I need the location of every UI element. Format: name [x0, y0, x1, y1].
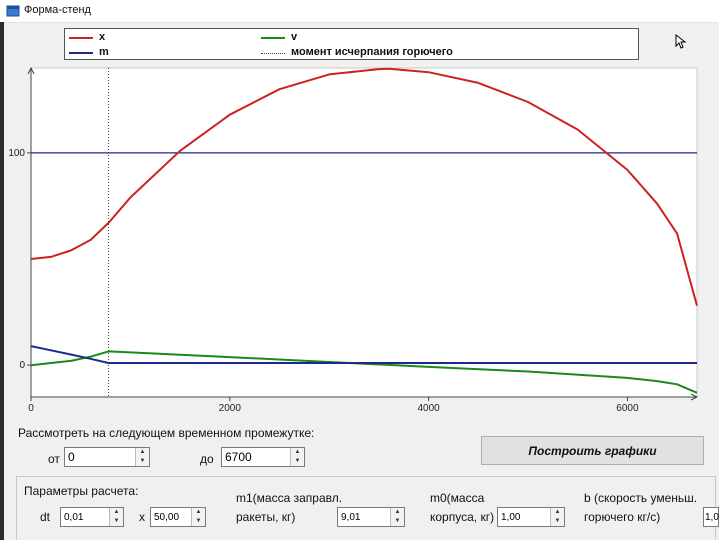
- from-down-arrow-icon[interactable]: ▼: [136, 457, 149, 466]
- m0-label-line2: корпуса, кг): [430, 510, 495, 524]
- x-tick-label: 2000: [219, 403, 242, 414]
- dt-spinner-buttons: ▲ ▼: [109, 508, 123, 526]
- legend-label-fuel-moment: момент исчерпания горючего: [291, 46, 453, 58]
- from-spinner[interactable]: ▲ ▼: [64, 447, 150, 467]
- x-tick-label: 4000: [417, 403, 440, 414]
- series-line-v: [30, 350, 698, 394]
- legend-swatch-m: [69, 52, 93, 54]
- b-label-line2: горючего кг/с): [584, 510, 661, 524]
- dt-label: dt: [40, 510, 51, 524]
- params-title: Параметры расчета:: [24, 484, 139, 498]
- b-label-line1: b (скорость уменьш.: [584, 491, 698, 505]
- m1-down-arrow-icon[interactable]: ▼: [391, 517, 404, 526]
- to-down-arrow-icon[interactable]: ▼: [291, 457, 304, 466]
- m0-spinner-buttons: ▲ ▼: [550, 508, 564, 526]
- to-label: до: [200, 452, 214, 466]
- m1-spinner-buttons: ▲ ▼: [390, 508, 404, 526]
- legend-swatch-x: [69, 37, 93, 39]
- legend-label-m: m: [99, 46, 109, 58]
- m0-down-arrow-icon[interactable]: ▼: [551, 517, 564, 526]
- b-spinner[interactable]: [703, 507, 719, 527]
- build-charts-button[interactable]: Построить графики: [481, 436, 704, 465]
- from-label: от: [48, 452, 60, 466]
- app-icon: [6, 5, 20, 17]
- to-spinner-buttons: ▲ ▼: [290, 448, 304, 466]
- chart-plot: 0 2000 4000 6000 0 100: [0, 60, 719, 415]
- chart-svg: 0 2000 4000 6000 0 100: [8, 66, 699, 414]
- plot-area: [30, 67, 698, 398]
- x-tick-label: 0: [28, 403, 34, 414]
- mouse-cursor-icon: [675, 34, 687, 49]
- series-line-x: [30, 67, 698, 306]
- to-input[interactable]: [222, 448, 290, 466]
- title-bar: Форма-стенд: [0, 0, 719, 23]
- m1-label-line1: m1(масса заправл.: [236, 491, 343, 505]
- x-input[interactable]: [151, 508, 191, 526]
- window-border: [0, 22, 4, 540]
- y-tick-label: 0: [19, 360, 25, 371]
- series-line-m: [30, 345, 697, 364]
- dt-down-arrow-icon[interactable]: ▼: [110, 517, 123, 526]
- x-spinner-buttons: ▲ ▼: [191, 508, 205, 526]
- chart-legend: x v m момент исчерпания горючего: [64, 28, 639, 60]
- from-input[interactable]: [65, 448, 135, 466]
- legend-swatch-fuel-moment: [261, 53, 285, 54]
- x-down-arrow-icon[interactable]: ▼: [192, 517, 205, 526]
- y-axis-arrow-icon: [27, 66, 35, 75]
- m0-spinner[interactable]: ▲ ▼: [497, 507, 565, 527]
- m1-spinner[interactable]: ▲ ▼: [337, 507, 405, 527]
- legend-swatch-v: [261, 37, 285, 39]
- window-title: Форма-стенд: [24, 4, 91, 16]
- dt-input[interactable]: [61, 508, 109, 526]
- legend-label-v: v: [291, 31, 298, 43]
- x-label: x: [139, 510, 145, 524]
- m0-input[interactable]: [498, 508, 550, 526]
- b-input[interactable]: [704, 508, 719, 526]
- to-spinner[interactable]: ▲ ▼: [221, 447, 305, 467]
- legend-label-x: x: [99, 31, 106, 43]
- m0-label-line1: m0(масса: [430, 491, 485, 505]
- x-tick-label: 6000: [616, 403, 639, 414]
- range-title: Рассмотреть на следующем временном проме…: [18, 426, 315, 440]
- m1-label-line2: ракеты, кг): [236, 510, 296, 524]
- dt-spinner[interactable]: ▲ ▼: [60, 507, 124, 527]
- x-spinner[interactable]: ▲ ▼: [150, 507, 206, 527]
- x-axis-arrow-icon: [690, 393, 699, 401]
- m1-input[interactable]: [338, 508, 390, 526]
- y-tick-label: 100: [8, 148, 25, 159]
- from-spinner-buttons: ▲ ▼: [135, 448, 149, 466]
